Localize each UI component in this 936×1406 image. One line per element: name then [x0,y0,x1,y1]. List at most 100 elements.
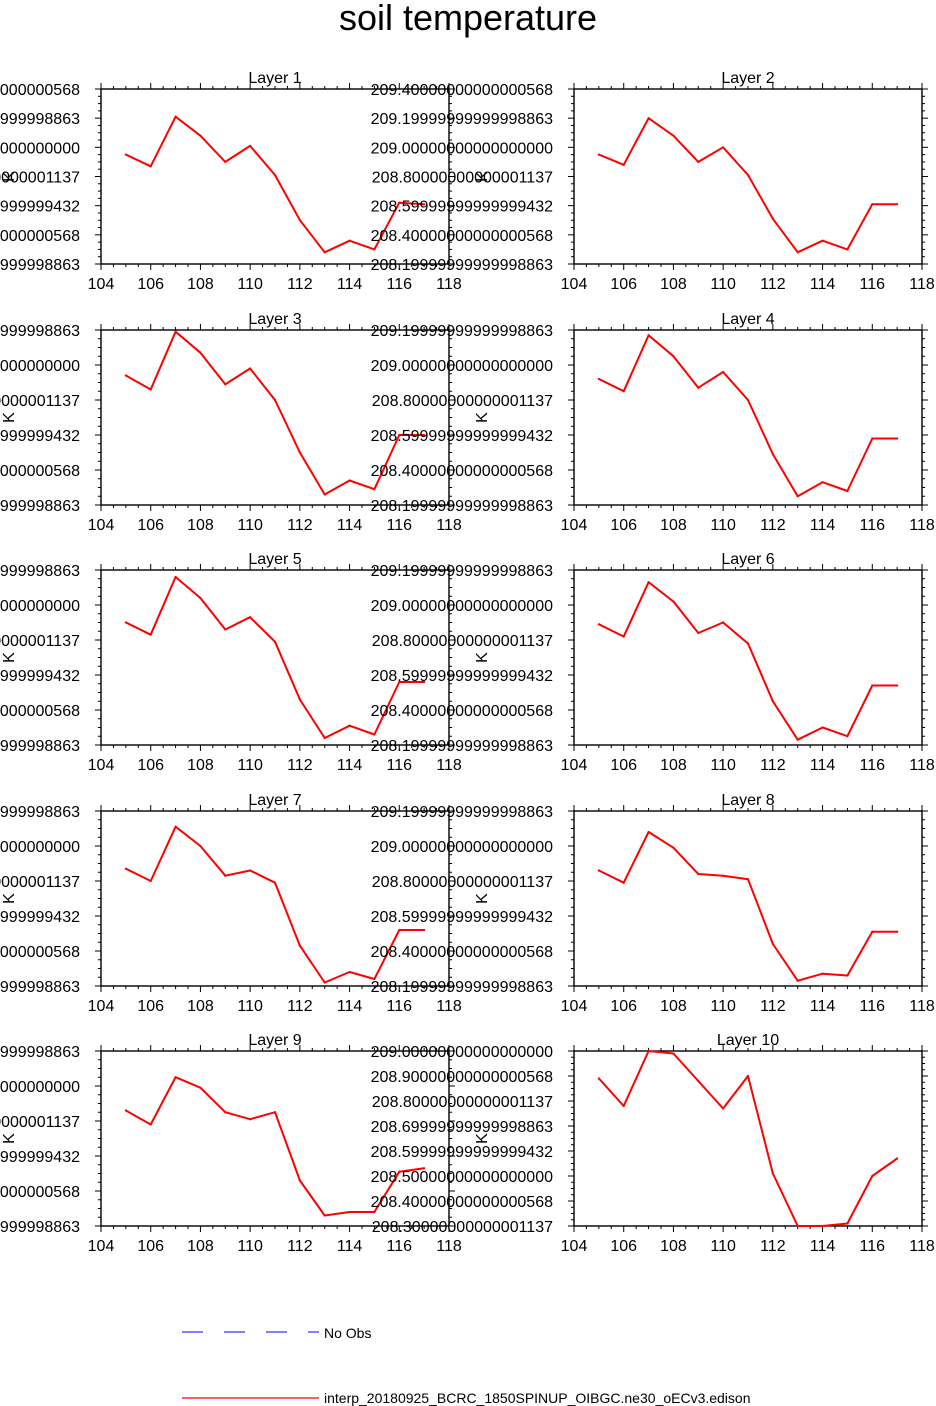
x-tick-label: 112 [760,1238,786,1255]
data-point [224,874,227,877]
y-tick-label: 208.40000000000000568 [371,228,554,245]
y-tick-label: 208.80000000000001137 [0,170,80,187]
panel-title: Layer 3 [248,311,301,328]
data-point [746,398,750,402]
data-point [597,1077,600,1080]
data-point [149,165,152,168]
data-point [323,1214,326,1217]
x-tick-label: 118 [909,276,935,293]
data-point [746,878,750,881]
y-axis-label: K [474,652,491,663]
x-tick-label: 112 [760,517,786,534]
y-tick-label: 208.59999999999999432 [0,428,80,445]
y-tick-label: 208.19999999999998863 [0,257,80,274]
y-tick-label: 208.19999999999998863 [0,1219,80,1236]
x-tick-label: 108 [660,998,687,1015]
series-line [598,334,898,498]
x-tick-label: 116 [387,1238,413,1255]
x-tick-label: 104 [88,1238,115,1255]
y-tick-label: 208.19999999999998863 [0,979,80,996]
data-point [323,251,326,254]
plot-frame [573,569,923,746]
y-tick-label: 209.00000000000000000 [371,140,554,157]
x-tick-label: 118 [909,517,935,534]
y-axis-label: K [474,412,491,423]
data-point [697,386,700,389]
x-tick-label: 118 [436,998,462,1015]
x-tick-label: 110 [710,1238,736,1255]
data-point [697,160,700,164]
y-tick-label: 208.80000000000001137 [0,874,80,891]
x-tick-label: 104 [561,1238,588,1255]
data-point [672,355,675,358]
y-tick-label: 208.50000000000000000 [371,1169,554,1186]
data-point [149,879,152,883]
data-point [423,1167,426,1170]
data-point [199,1086,202,1089]
data-point [423,928,426,932]
plot-frame [573,810,923,987]
x-tick-label: 106 [137,517,164,534]
data-point [896,684,899,687]
x-tick-label: 108 [660,1238,687,1255]
x-tick-label: 112 [287,1238,313,1255]
data-point [771,217,774,220]
x-tick-label: 116 [860,276,886,293]
data-point [348,970,351,974]
y-tick-label: 209.19999999999998863 [0,111,80,128]
legend: No Obs interp_20180925_BCRC_1850SPINUP_OI… [182,1325,751,1406]
data-point [398,201,401,204]
data-point [672,1052,675,1055]
data-point [896,930,899,933]
data-point [796,979,799,982]
y-tick-label: 209.19999999999998863 [0,323,80,340]
y-tick-label: 208.59999999999999432 [371,199,554,216]
y-tick-label: 208.59999999999999432 [0,909,80,926]
chart-panel-7: Layer 7 K 104 106 108 110 112 114 116 118 208.1999… [0,792,462,1015]
x-tick-label: 108 [187,1238,214,1255]
x-tick-label: 114 [810,757,836,774]
y-tick-label: 208.90000000000000568 [371,1069,554,1086]
x-tick-label: 104 [88,757,115,774]
data-point [622,390,625,393]
x-tick-label: 114 [337,998,363,1015]
data-point [722,370,725,374]
data-point [273,398,277,402]
data-point [896,1157,899,1160]
y-axis-label: K [1,652,18,663]
x-tick-label: 114 [810,1238,836,1255]
data-point [149,388,152,391]
chart-panel-6: Layer 6 K 104 106 108 110 112 114 116 118 208.1999… [371,551,935,774]
panel-title: Layer 4 [721,311,774,328]
data-point [298,219,301,222]
x-tick-label: 106 [610,276,637,293]
data-point [373,977,376,981]
x-tick-label: 112 [760,757,786,774]
data-point [373,248,376,251]
data-point [871,684,874,687]
data-point [398,433,401,437]
x-tick-label: 104 [561,276,588,293]
y-tick-label: 209.19999999999998863 [0,804,80,821]
x-tick-label: 104 [561,757,588,774]
x-tick-label: 114 [337,276,363,293]
data-point [398,928,401,932]
data-point [174,330,177,333]
data-point [298,1179,301,1182]
legend-label-no-obs: No Obs [324,1325,371,1341]
data-point [348,724,351,727]
data-point [622,881,625,884]
y-tick-label: 208.80000000000001137 [372,1094,553,1111]
y-tick-label: 208.59999999999999432 [371,668,554,685]
x-tick-label: 112 [287,998,313,1015]
x-tick-label: 116 [387,757,413,774]
x-tick-label: 104 [561,517,588,534]
x-tick-label: 108 [187,276,214,293]
x-tick-label: 106 [610,517,637,534]
chart-panel-2: Layer 2 K 104 106 108 110 112 114 116 118 208.1999… [371,70,935,293]
y-tick-label: 208.40000000000000568 [0,703,80,720]
x-tick-label: 108 [660,757,687,774]
data-point [746,173,750,177]
data-point [174,1076,177,1079]
data-point [622,635,625,638]
